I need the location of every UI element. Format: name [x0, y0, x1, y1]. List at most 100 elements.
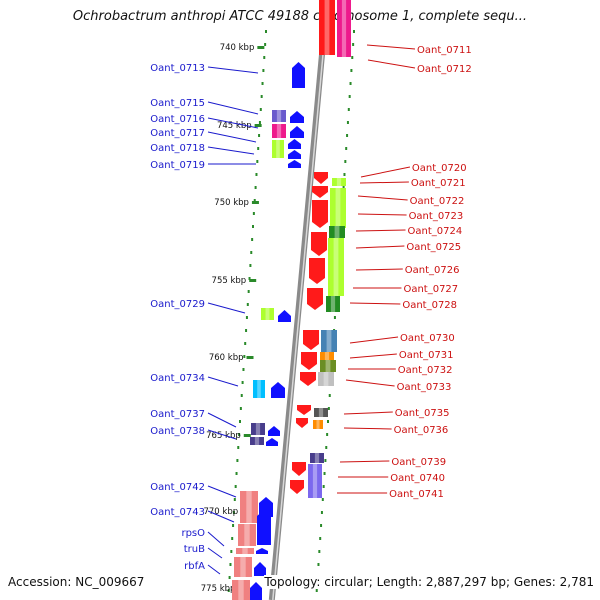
gene-arrow-reverse — [300, 372, 316, 386]
guide-dot — [350, 69, 353, 72]
gene-arrow-reverse — [290, 480, 304, 494]
guide-dot — [241, 381, 244, 384]
left-label-leader — [207, 376, 239, 387]
accession-value: NC_009667 — [75, 575, 145, 589]
gene-block-shine — [242, 548, 248, 554]
guide-dot — [245, 329, 248, 332]
chromosome-backbone — [268, 0, 330, 600]
left-gene-label: Oant_0719 — [150, 160, 205, 171]
right-gene-label: Oant_0741 — [389, 489, 444, 500]
guide-dot — [322, 485, 325, 488]
guide-dot — [235, 472, 238, 475]
gene-block-shine — [240, 557, 246, 577]
gene-block — [272, 124, 286, 138]
gene-block — [330, 188, 346, 228]
scale-tick-mark — [257, 46, 265, 49]
gene-arrow-reverse — [301, 352, 317, 370]
guide-dot — [255, 173, 258, 176]
gene-arrow-reverse — [314, 172, 328, 184]
left-gene-label: Oant_0743 — [150, 507, 205, 518]
guide-dot — [343, 173, 346, 176]
right-gene-label: Oant_0720 — [412, 163, 467, 174]
guide-dot — [228, 576, 231, 579]
guide-dot — [242, 368, 245, 371]
guide-dot — [234, 485, 237, 488]
genes-label: Genes: — [513, 575, 556, 589]
gene-block — [320, 352, 334, 360]
right-label-leader — [355, 268, 403, 271]
right-gene-label: Oant_0721 — [411, 178, 466, 189]
left-label-leader — [207, 117, 259, 129]
left-gene-label: Oant_0715 — [150, 98, 205, 109]
gene-block — [329, 226, 345, 238]
left-gene-label: rpsO — [181, 528, 205, 539]
gene-arrow-forward — [288, 139, 301, 149]
gene-arrow-reverse — [303, 330, 319, 350]
left-gene-label: rbfA — [184, 561, 205, 572]
gene-block — [240, 491, 258, 523]
guide-dot — [238, 433, 241, 436]
gene-arrow-reverse — [309, 258, 325, 284]
guide-dot — [258, 134, 261, 137]
left-gene-label: Oant_0734 — [150, 373, 205, 384]
left-label-leader — [207, 101, 259, 115]
gene-block-shine — [341, 0, 347, 57]
gene-block — [313, 420, 323, 429]
right-label-leader — [360, 166, 411, 178]
gene-arrow-forward — [278, 310, 291, 322]
left-gene-label: Oant_0717 — [150, 128, 205, 139]
right-label-leader — [357, 213, 407, 216]
right-label-leader — [345, 379, 395, 387]
gene-block — [253, 380, 265, 398]
guide-dot — [326, 433, 329, 436]
right-label-leader — [355, 245, 405, 249]
guide-dot — [318, 550, 321, 553]
scale-tick-mark — [254, 124, 262, 127]
gene-arrow-forward — [290, 126, 304, 138]
gene-arrow-forward — [256, 548, 268, 554]
gene-block-shine — [336, 178, 342, 186]
right-label-leader — [359, 181, 409, 184]
scale-tick-label: 760 kbp — [209, 353, 244, 363]
gene-block-shine — [254, 437, 260, 445]
right-gene-label: Oant_0733 — [397, 382, 452, 393]
guide-dot — [262, 69, 265, 72]
gene-block — [234, 557, 252, 577]
gene-arrow-reverse — [312, 186, 328, 198]
scale-tick-label: 770 kbp — [203, 507, 238, 517]
genes-value: 2,781 — [559, 575, 594, 589]
gene-arrow-forward — [257, 510, 271, 545]
guide-dot — [248, 277, 251, 280]
guide-dot — [321, 498, 324, 501]
guide-dot — [319, 537, 322, 540]
right-gene-label: Oant_0726 — [405, 265, 460, 276]
map-title: Ochrobactrum anthropi ATCC 49188 chromos… — [72, 9, 528, 24]
left-label-leader — [207, 485, 237, 498]
guide-dot — [250, 251, 253, 254]
guide-dot — [237, 446, 240, 449]
gene-block — [328, 238, 344, 296]
guide-dot — [265, 30, 267, 33]
guide-dot — [347, 108, 350, 111]
guide-dot — [236, 459, 239, 462]
gene-arrow-reverse — [297, 405, 311, 415]
right-gene-label: Oant_0728 — [402, 300, 457, 311]
gene-block-shine — [314, 453, 320, 463]
gene-block — [272, 140, 284, 158]
right-label-leader — [349, 353, 397, 359]
gene-block — [250, 437, 264, 445]
guide-dot — [239, 420, 241, 423]
right-label-leader — [343, 427, 392, 430]
gene-block-shine — [324, 352, 330, 360]
gene-block — [314, 408, 328, 417]
gene-arrow-forward — [271, 382, 285, 398]
gene-block — [318, 372, 334, 386]
right-gene-label: Oant_0722 — [410, 196, 465, 207]
left-label-leader — [207, 66, 259, 74]
scale-tick-label: 775 kbp — [201, 584, 236, 594]
left-label-leader — [207, 547, 223, 559]
gene-block-shine — [238, 580, 244, 600]
guide-dot — [229, 563, 232, 566]
guide-dot — [333, 316, 336, 319]
guide-dot — [256, 160, 259, 163]
